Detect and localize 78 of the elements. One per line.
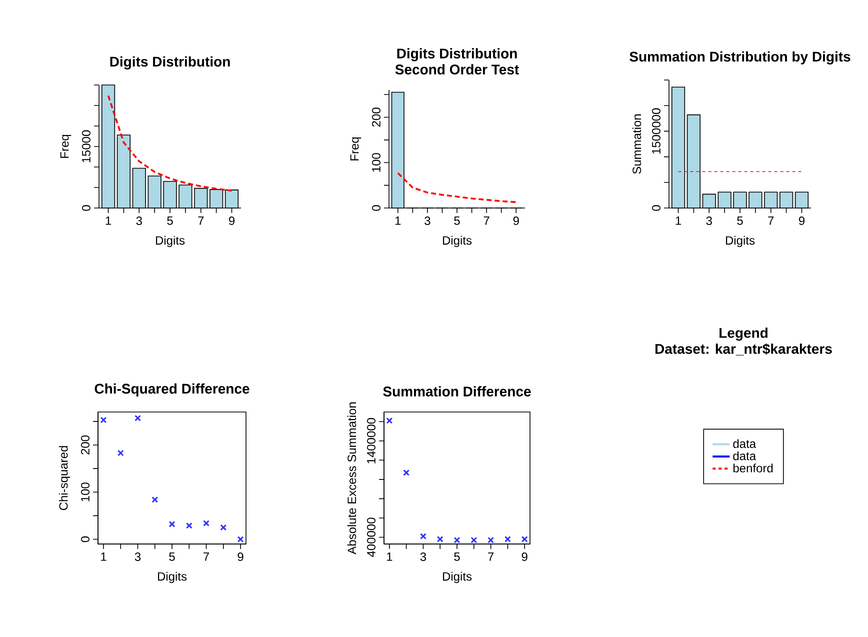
x-tick-label: 5	[169, 552, 175, 561]
point	[488, 536, 494, 544]
y-tick-label: 200	[372, 108, 380, 127]
x-tick-label: 5	[737, 216, 743, 225]
y-tick-label: 0	[82, 205, 90, 211]
x-tick-label: 5	[454, 216, 460, 225]
legend-label: data	[733, 439, 756, 448]
x-tick-label: 7	[204, 552, 209, 561]
x-tick-label: 3	[706, 216, 712, 226]
chart-title: Chi-Squared Difference	[94, 383, 250, 396]
x-tick-label: 1	[386, 552, 392, 561]
chart-subtitle: Second Order Test	[395, 64, 519, 74]
x-tick-label: 9	[513, 216, 519, 226]
x-tick-label: 1	[395, 216, 401, 225]
point	[386, 417, 393, 424]
point	[504, 536, 511, 542]
point	[403, 469, 410, 476]
point	[220, 524, 227, 531]
legend-label: data	[733, 451, 756, 460]
point	[420, 533, 426, 540]
y-tick-label: 0	[652, 205, 660, 211]
legend-label: benford	[733, 464, 773, 472]
point	[521, 536, 528, 542]
x-tick-label: 3	[424, 216, 430, 226]
y-axis-title: Absolute Excess Summation	[347, 402, 356, 554]
point	[454, 536, 460, 544]
line-series	[396, 172, 518, 203]
x-tick-label: 1	[106, 216, 112, 225]
x-axis-title: Digits	[442, 572, 472, 584]
x-tick-label: 3	[134, 552, 141, 562]
chart-title: Digits Distribution	[397, 48, 517, 62]
y-tick-label: 100	[372, 153, 380, 172]
x-tick-label: 3	[420, 552, 426, 562]
chart-title: Summation Difference	[383, 386, 531, 396]
y-axis-title: Freq	[350, 137, 362, 160]
x-tick-label: 3	[136, 216, 142, 226]
point	[152, 496, 158, 503]
y-tick-label: 15000	[82, 130, 90, 162]
x-tick-label: 1	[101, 552, 106, 561]
text: Legend	[720, 328, 768, 341]
y-axis-title: Chi-squared	[58, 446, 70, 510]
point	[186, 522, 192, 529]
x-axis-title: Digits	[158, 572, 187, 584]
point	[203, 520, 210, 526]
y-tick-label: 100	[80, 482, 90, 502]
point	[168, 520, 176, 528]
y-axis-title: Freq	[60, 134, 72, 158]
y-tick-label: 1400000	[366, 418, 376, 464]
x-tick-label: 7	[768, 216, 774, 225]
point	[436, 536, 444, 542]
x-tick-label: 9	[228, 216, 235, 226]
point	[117, 450, 124, 456]
x-axis-title: Digits	[442, 236, 472, 248]
x-tick-label: 9	[238, 552, 244, 562]
point	[237, 536, 244, 542]
x-tick-label: 7	[198, 216, 204, 225]
x-axis-title: Digits	[156, 236, 185, 248]
x-tick-label: 7	[488, 552, 494, 561]
text: Dataset: kar_ntr$karakters	[655, 343, 832, 356]
x-tick-label: 5	[454, 552, 460, 561]
line-series	[107, 94, 233, 192]
point	[134, 414, 141, 422]
y-tick-label: 400000	[366, 518, 376, 557]
y-tick-label: 0	[372, 205, 380, 211]
chart-title: Digits Distribution	[110, 56, 230, 70]
x-tick-label: 7	[484, 216, 490, 225]
y-tick-label: 200	[80, 435, 90, 454]
x-tick-label: 1	[676, 216, 682, 225]
point	[470, 536, 478, 544]
x-axis-title: Digits	[726, 236, 755, 248]
point	[100, 416, 107, 424]
x-tick-label: 9	[798, 216, 804, 226]
x-tick-label: 5	[167, 216, 173, 225]
y-axis-title: Summation	[632, 114, 642, 174]
y-tick-label: 0	[80, 536, 90, 542]
chart-title: Summation Distribution by Digits	[630, 51, 850, 64]
x-tick-label: 9	[522, 552, 528, 562]
y-tick-label: 1500000	[652, 108, 660, 154]
